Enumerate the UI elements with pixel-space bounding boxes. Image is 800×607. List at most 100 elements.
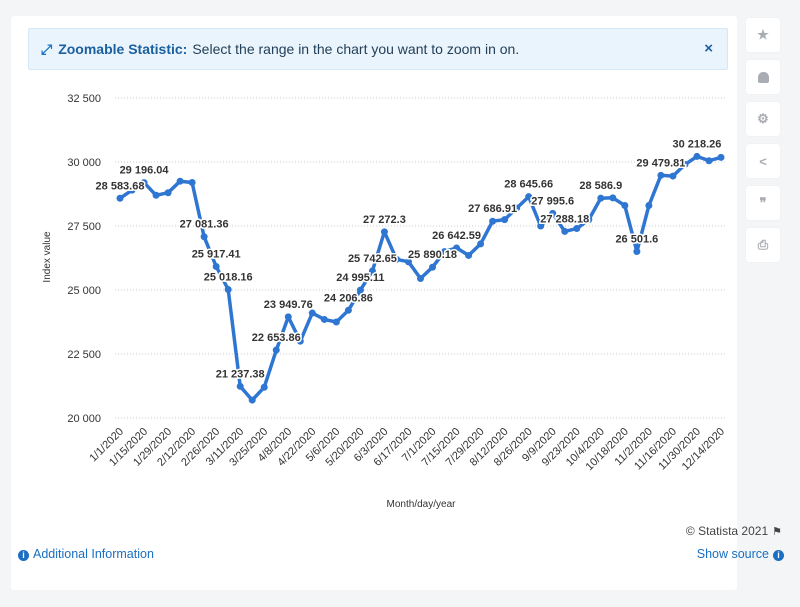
data-point[interactable] [356,286,364,294]
data-point[interactable] [501,216,509,224]
show-source-label: Show source [696,547,769,561]
data-point[interactable] [224,286,232,294]
data-label: 24 206.86 [324,292,373,304]
data-label: 25 917.41 [192,249,241,261]
data-point[interactable] [477,240,485,248]
info-icon: i [18,550,29,561]
data-label: 29 479.81 [636,157,685,169]
data-point[interactable] [332,318,340,326]
data-point[interactable] [717,153,725,161]
data-point[interactable] [489,217,497,225]
data-label: 27 288.18 [540,213,589,225]
data-point[interactable] [513,204,521,212]
data-point[interactable] [537,222,545,230]
banner-text: Select the range in the chart you want t… [192,41,520,57]
data-label: 26 642.59 [432,230,481,242]
y-tick-label: 22 500 [67,349,101,361]
data-point[interactable] [404,258,412,266]
data-point[interactable] [657,171,665,179]
data-point[interactable] [284,313,292,321]
data-label: 25 890.18 [408,249,457,261]
data-label: 22 653.86 [252,332,301,344]
data-point[interactable] [368,267,376,275]
show-source-link[interactable]: Show source i [697,547,784,561]
data-point[interactable] [236,382,244,390]
data-point[interactable] [621,202,629,210]
data-point[interactable] [705,157,713,165]
data-point[interactable] [380,228,388,236]
data-label: 26 501.6 [615,234,658,246]
data-label: 29 196.04 [120,165,170,177]
data-point[interactable] [272,346,280,354]
data-point[interactable] [597,194,605,202]
sidebar-toolbar: ★ ⚙ < ❞ ⎙ [746,18,780,270]
data-point[interactable] [344,306,352,314]
data-point[interactable] [308,309,316,317]
data-point[interactable] [260,383,268,391]
data-point[interactable] [200,233,208,241]
x-axis-label: Month/day/year [387,499,457,510]
zoom-banner: ⤢ Zoomable Statistic: Select the range i… [28,28,728,70]
data-point[interactable] [152,191,160,199]
data-label: 27 081.36 [180,219,229,231]
data-point[interactable] [561,227,569,235]
sidebar-button-share[interactable]: < [746,144,780,178]
data-label: 28 583.68 [96,180,145,192]
data-point[interactable] [645,202,653,210]
star-icon: ★ [757,27,769,42]
y-tick-label: 25 000 [67,285,101,297]
chart-card [11,16,737,590]
sidebar-button-notifications[interactable] [746,60,780,94]
data-point[interactable] [429,263,437,271]
gear-icon: ⚙ [757,111,769,126]
data-point[interactable] [525,193,533,201]
data-point[interactable] [320,315,328,323]
y-tick-label: 32 500 [67,93,101,105]
data-point[interactable] [585,216,593,224]
data-label: 27 272.3 [363,214,406,226]
data-point[interactable] [441,248,449,256]
data-label: 25 742.65 [348,253,397,265]
close-icon[interactable]: × [704,40,713,57]
additional-information-link[interactable]: i Additional Information [18,547,154,561]
data-point[interactable] [188,178,196,186]
data-point[interactable] [669,172,677,180]
data-label: 30 218.26 [672,138,721,150]
data-point[interactable] [633,248,641,256]
data-point[interactable] [417,274,424,282]
data-labels: 28 583.68 29 196.04 27 081.36 25 917.41 25 0… [94,137,723,382]
data-point[interactable] [453,244,461,252]
data-point[interactable] [116,194,124,202]
share-icon: < [759,153,767,169]
data-point[interactable] [140,179,148,187]
data-label: 25 018.16 [204,272,253,284]
copyright: © Statista 2021 ⚑ [686,524,782,538]
data-point[interactable] [128,186,136,194]
data-point[interactable] [573,225,581,233]
copyright-text: © Statista 2021 [685,524,769,538]
data-point[interactable] [681,161,689,169]
data-point[interactable] [465,251,473,259]
sidebar-button-star[interactable]: ★ [746,18,780,52]
data-point[interactable] [176,177,184,185]
data-label: 27 686.91 [468,203,517,215]
data-point[interactable] [392,255,400,263]
data-point[interactable] [549,209,557,217]
flag-icon[interactable]: ⚑ [772,526,782,538]
data-point[interactable] [164,189,172,197]
sidebar-button-print[interactable]: ⎙ [746,228,780,262]
data-point[interactable] [296,337,304,345]
data-point[interactable] [248,396,256,404]
y-axis-ticks: 20 000 22 500 25 000 27 500 30 000 32 500 [67,93,101,425]
data-point[interactable] [609,194,617,202]
data-label: 28 586.9 [579,180,622,192]
data-points [116,152,725,404]
sidebar-button-settings[interactable]: ⚙ [746,102,780,136]
sidebar-button-cite[interactable]: ❞ [746,186,780,220]
data-point[interactable] [212,263,220,271]
quote-icon: ❞ [759,195,767,210]
x-axis-ticks: 1/1/20201/15/20201/29/20202/12/20202/26/… [87,426,727,473]
y-tick-label: 27 500 [67,221,101,233]
data-point[interactable] [693,152,701,160]
